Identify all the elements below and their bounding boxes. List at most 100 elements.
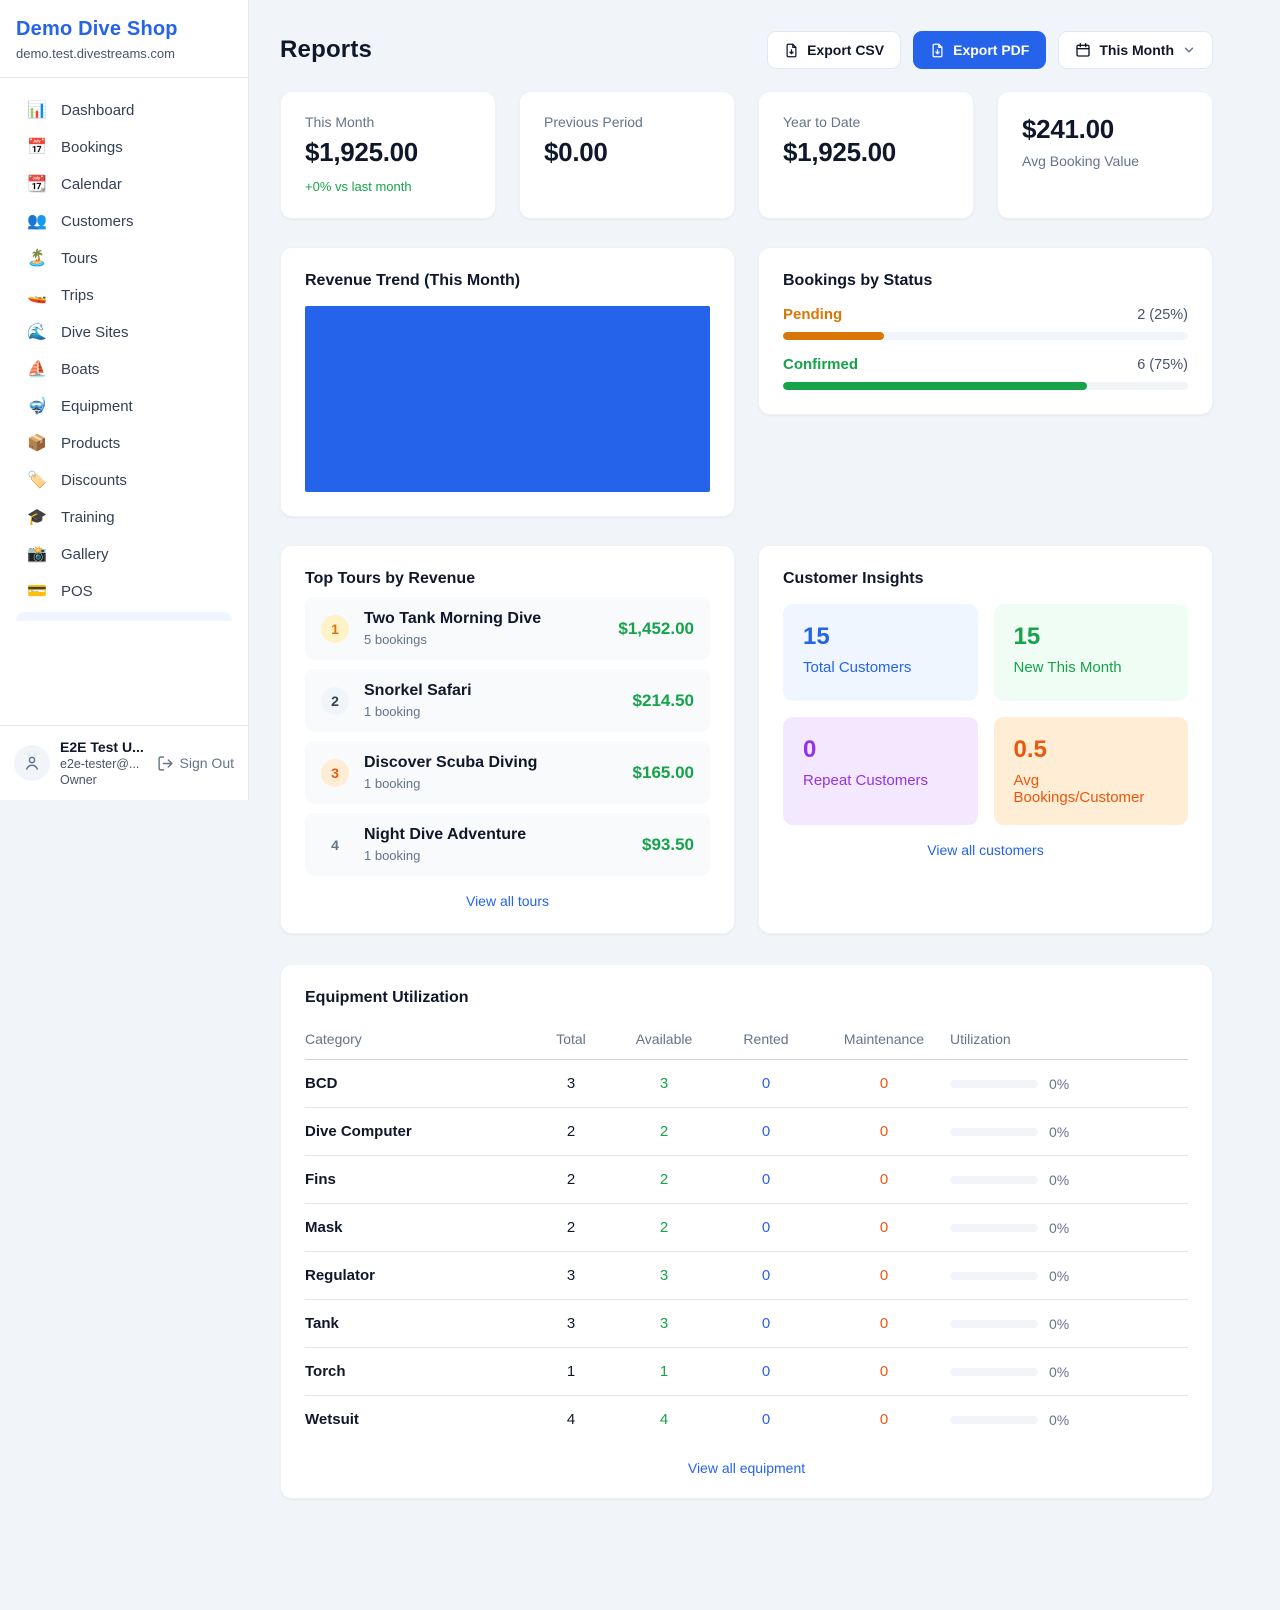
stat-value: $1,925.00	[783, 137, 896, 167]
cell-utilization: 0%	[950, 1205, 1188, 1251]
sidebar-item-partial[interactable]	[16, 612, 232, 621]
person-icon	[26, 756, 38, 770]
tour-revenue: $93.50	[642, 834, 694, 854]
table-row: Regulator 3 3 0 0 0%	[305, 1252, 1188, 1300]
sidebar-item-trips[interactable]: 🚤 Trips	[14, 277, 234, 314]
tour-row[interactable]: 2 Snorkel Safari 1 booking $214.50	[305, 669, 710, 732]
sidebar-item-discounts[interactable]: 🏷️ Discounts	[14, 462, 234, 499]
cell-total: 2	[566, 1123, 576, 1140]
sidebar-item-tours[interactable]: 🏝️ Tours	[14, 240, 234, 277]
cell-total: 3	[566, 1267, 576, 1284]
cell-category: Mask	[305, 1219, 343, 1236]
tour-row[interactable]: 4 Night Dive Adventure 1 booking $93.50	[305, 813, 710, 876]
tour-name: Snorkel Safari	[364, 682, 472, 699]
sidebar-nav: 📊 Dashboard 📅 Bookings 📆 Calendar 👥 Customer…	[0, 78, 248, 725]
view-all-tours-link[interactable]: View all tours	[465, 893, 549, 909]
cell-maintenance: 0	[879, 1315, 889, 1332]
table-row: Tank 3 3 0 0 0%	[305, 1300, 1188, 1348]
cell-maintenance: 0	[879, 1123, 889, 1140]
view-all-equipment-link[interactable]: View all equipment	[687, 1460, 806, 1476]
cell-category: Fins	[305, 1171, 336, 1188]
column-header-total: Total	[556, 1031, 586, 1047]
sidebar-item-label: Gallery	[61, 546, 109, 563]
sidebar-item-products[interactable]: 📦 Products	[14, 425, 234, 462]
utilization-percent: 0%	[1049, 1171, 1070, 1188]
user-meta: E2E Test U... e2e-tester@... Owner	[60, 739, 144, 787]
cell-utilization: 0%	[950, 1253, 1188, 1299]
sidebar-item-bookings[interactable]: 📅 Bookings	[14, 129, 234, 166]
tour-name: Discover Scuba Diving	[364, 754, 538, 771]
stat-value: $1,925.00	[305, 137, 418, 167]
stat-label: Avg Booking Value	[1022, 153, 1140, 169]
shop-domain: demo.test.divestreams.com	[16, 46, 175, 61]
insight-label: Repeat Customers	[803, 772, 929, 789]
utilization-percent: 0%	[1049, 1219, 1070, 1236]
diving-mask-icon: 🤿	[27, 397, 47, 415]
revenue-trend-chart	[305, 306, 710, 492]
column-header-utilization: Utilization	[950, 1031, 1011, 1047]
export-pdf-button[interactable]: Export PDF	[913, 31, 1047, 69]
cell-available: 3	[659, 1315, 669, 1332]
sidebar-item-gallery[interactable]: 📸 Gallery	[14, 536, 234, 573]
customer-insights-card: Customer Insights 15 Total Customers 15 …	[758, 545, 1213, 934]
sidebar-item-dive-sites[interactable]: 🌊 Dive Sites	[14, 314, 234, 351]
cell-maintenance: 0	[879, 1363, 889, 1380]
sidebar-item-training[interactable]: 🎓 Training	[14, 499, 234, 536]
main-content: Reports Export CSV Export PDF This Month…	[249, 0, 1280, 1539]
utilization-track	[950, 1415, 1038, 1424]
cell-rented: 0	[761, 1075, 771, 1092]
sidebar-item-pos[interactable]: 💳 POS	[14, 573, 234, 610]
calendar-date-icon: 📅	[27, 138, 47, 156]
tour-bookings: 1 booking	[364, 848, 421, 863]
tour-row[interactable]: 1 Two Tank Morning Dive 5 bookings $1,452…	[305, 597, 710, 660]
insight-value: 0.5	[1013, 736, 1047, 763]
insight-tile-avg-bookings: 0.5 Avg Bookings/Customer	[993, 717, 1188, 825]
cell-total: 1	[566, 1363, 576, 1380]
file-download-icon	[786, 43, 797, 57]
file-download-icon	[932, 43, 943, 57]
stat-card-this-month: This Month $1,925.00 +0% vs last month	[280, 91, 496, 219]
cell-rented: 0	[761, 1171, 771, 1188]
sidebar-item-boats[interactable]: ⛵ Boats	[14, 351, 234, 388]
status-row-pending: Pending 2 (25%)	[783, 306, 1188, 340]
sidebar-item-customers[interactable]: 👥 Customers	[14, 203, 234, 240]
column-header-category: Category	[305, 1031, 362, 1047]
insight-grid: 15 Total Customers 15 New This Month 0 R…	[783, 604, 1188, 825]
user-name: E2E Test U...	[60, 739, 144, 755]
wave-icon: 🌊	[27, 323, 47, 341]
view-all-customers-link[interactable]: View all customers	[927, 842, 1044, 858]
utilization-track	[950, 1127, 1038, 1136]
island-icon: 🏝️	[27, 249, 47, 267]
insight-tile-total-customers: 15 Total Customers	[783, 604, 978, 701]
utilization-track	[950, 1223, 1038, 1232]
page-title: Reports	[280, 36, 373, 63]
sidebar: Demo Dive Shop demo.test.divestreams.com…	[0, 0, 249, 800]
revenue-trend-title: Revenue Trend (This Month)	[305, 272, 521, 289]
cell-category: Regulator	[305, 1267, 376, 1284]
cell-available: 3	[659, 1267, 669, 1284]
sidebar-item-label: Dashboard	[61, 102, 135, 119]
speedboat-icon: 🚤	[27, 286, 47, 304]
insight-value: 0	[803, 736, 817, 763]
sidebar-item-label: Customers	[61, 213, 134, 230]
cell-available: 2	[659, 1219, 669, 1236]
table-row: Mask 2 2 0 0 0%	[305, 1204, 1188, 1252]
tour-bookings: 1 booking	[364, 704, 421, 719]
sidebar-item-calendar[interactable]: 📆 Calendar	[14, 166, 234, 203]
sidebar-item-dashboard[interactable]: 📊 Dashboard	[14, 92, 234, 129]
rank-badge: 3	[321, 758, 349, 787]
insight-label: Total Customers	[803, 659, 912, 676]
cell-rented: 0	[761, 1123, 771, 1140]
status-value: 6 (75%)	[1137, 357, 1188, 373]
bookings-by-status-title: Bookings by Status	[783, 272, 933, 289]
tour-name: Night Dive Adventure	[364, 826, 527, 843]
tour-bookings: 1 booking	[364, 776, 421, 791]
sidebar-item-equipment[interactable]: 🤿 Equipment	[14, 388, 234, 425]
top-tours-title: Top Tours by Revenue	[305, 570, 476, 587]
tour-row[interactable]: 3 Discover Scuba Diving 1 booking $165.00	[305, 741, 710, 804]
cell-category: Wetsuit	[305, 1411, 359, 1428]
export-csv-button[interactable]: Export CSV	[767, 31, 902, 69]
sign-out-button[interactable]: Sign Out	[157, 755, 234, 772]
stat-card-year-to-date: Year to Date $1,925.00	[758, 91, 974, 219]
period-dropdown[interactable]: This Month	[1058, 31, 1213, 69]
